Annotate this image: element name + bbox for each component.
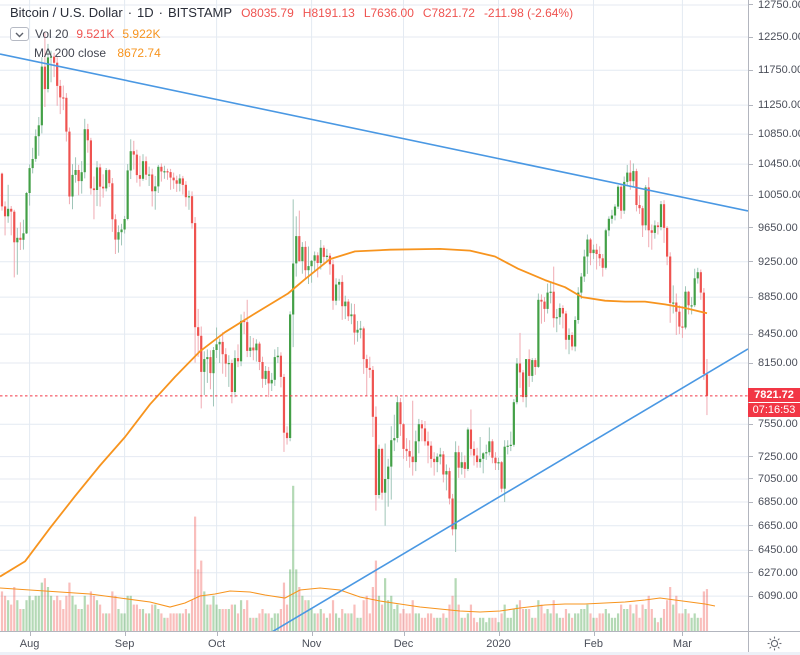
price-axis-label: 11750.00 xyxy=(758,64,800,77)
price-axis-label: 11250.00 xyxy=(758,99,800,112)
price-axis-tick xyxy=(749,261,753,263)
price-axis-tick xyxy=(749,36,753,38)
window-bottom-edge xyxy=(0,652,800,655)
time-axis-tick xyxy=(216,632,218,636)
price-axis-tick xyxy=(749,163,753,165)
last-price-value: 7821.72 xyxy=(748,387,800,402)
price-axis-tick xyxy=(749,104,753,106)
price-axis-label: 7050.00 xyxy=(758,472,798,485)
legend-separator: · xyxy=(158,5,164,20)
price-axis-label: 6450.00 xyxy=(758,544,798,557)
time-axis-label: 2020 xyxy=(486,638,511,650)
price-axis-tick xyxy=(749,423,753,425)
ohlc-high: H8191.13 xyxy=(302,6,355,20)
ohlc-change: -211.98 (-2.64%) xyxy=(483,6,574,20)
axis-settings-corner xyxy=(748,631,800,655)
ohlc-open: O8035.79 xyxy=(241,6,294,20)
volume-indicator-label: Vol 20 xyxy=(35,27,69,41)
price-axis-label: 6270.00 xyxy=(758,566,798,579)
chevron-down-icon xyxy=(15,27,24,41)
time-axis[interactable]: Aug Sep Oct Nov Dec 2020 Feb Mar xyxy=(0,631,748,655)
time-axis-label: Mar xyxy=(672,638,692,650)
time-axis-tick xyxy=(311,632,313,636)
price-axis-tick xyxy=(749,478,753,480)
gear-icon[interactable] xyxy=(767,636,782,651)
price-axis-label: 6650.00 xyxy=(758,519,798,532)
time-axis-tick xyxy=(403,632,405,636)
price-axis-tick xyxy=(749,227,753,229)
ma-indicator-label: MA 200 close xyxy=(34,46,107,60)
time-axis-label: Sep xyxy=(114,638,135,650)
price-axis-label: 9250.00 xyxy=(758,255,798,268)
symbol-legend-row[interactable]: Bitcoin / U.S. Dollar · 1D · BITSTAMP O8… xyxy=(10,5,573,20)
time-axis-tick xyxy=(29,632,31,636)
price-axis-tick xyxy=(749,501,753,503)
price-axis-tick xyxy=(749,194,753,196)
price-axis-tick xyxy=(749,69,753,71)
time-axis-tick xyxy=(593,632,595,636)
ohlc-close: C7821.72 xyxy=(422,6,475,20)
price-axis-label: 10850.00 xyxy=(758,128,800,141)
time-axis-tick xyxy=(498,632,500,636)
price-axis-label: 6850.00 xyxy=(758,496,798,509)
last-price-badge: 7821.72 07:16:53 xyxy=(748,387,800,417)
price-axis[interactable]: 12750.00 12250.00 11750.00 11250.00 10850.00… xyxy=(748,0,800,631)
time-axis-label: Feb xyxy=(584,638,603,650)
ohlc-low: L7636.00 xyxy=(363,6,414,20)
time-axis-label: Aug xyxy=(19,638,40,650)
price-axis-label: 6090.00 xyxy=(758,590,798,603)
price-axis-label: 12250.00 xyxy=(758,31,800,43)
price-axis-label: 10050.00 xyxy=(758,189,800,202)
time-axis-tick xyxy=(682,632,684,636)
time-axis-label: Nov xyxy=(301,638,322,650)
price-axis-label: 7250.00 xyxy=(758,450,798,463)
legend-collapse-button[interactable] xyxy=(10,27,29,41)
volume-current-value: 9.521K xyxy=(76,27,115,41)
price-axis-label: 12750.00 xyxy=(758,0,800,11)
price-axis-label: 9650.00 xyxy=(758,221,798,234)
price-axis-label: 10450.00 xyxy=(758,158,800,171)
price-axis-tick xyxy=(749,549,753,551)
time-axis-label: Oct xyxy=(208,638,226,650)
candlestick-chart[interactable] xyxy=(0,0,748,631)
price-axis-tick xyxy=(749,525,753,527)
volume-indicator-row[interactable]: Vol 20 9.521K 5.922K xyxy=(10,27,573,41)
chart-canvas[interactable]: Bitcoin / U.S. Dollar · 1D · BITSTAMP O8… xyxy=(0,0,748,631)
interval-label[interactable]: 1D xyxy=(137,5,154,20)
legend-separator: · xyxy=(127,5,133,20)
price-axis-tick xyxy=(749,4,753,6)
bar-countdown: 07:16:53 xyxy=(748,402,800,417)
exchange-label: BITSTAMP xyxy=(168,5,233,20)
price-axis-tick xyxy=(749,362,753,364)
price-axis-tick xyxy=(749,296,753,298)
time-axis-tick xyxy=(124,632,126,636)
ma-indicator-row[interactable]: MA 200 close 8672.74 xyxy=(34,46,573,60)
chart-legend: Bitcoin / U.S. Dollar · 1D · BITSTAMP O8… xyxy=(10,5,573,60)
ma-indicator-value: 8672.74 xyxy=(117,46,161,60)
price-axis-tick xyxy=(749,572,753,574)
price-axis-label: 8450.00 xyxy=(758,328,798,341)
price-axis-tick xyxy=(749,456,753,458)
volume-ma-value: 5.922K xyxy=(122,27,161,41)
price-axis-label: 8850.00 xyxy=(758,291,798,304)
price-axis-label: 7550.00 xyxy=(758,418,798,431)
time-axis-label: Dec xyxy=(393,638,414,650)
price-axis-tick xyxy=(749,333,753,335)
symbol-title[interactable]: Bitcoin / U.S. Dollar xyxy=(10,5,123,20)
price-axis-label: 8150.00 xyxy=(758,357,798,369)
price-axis-tick xyxy=(749,133,753,135)
price-axis-tick xyxy=(749,595,753,597)
